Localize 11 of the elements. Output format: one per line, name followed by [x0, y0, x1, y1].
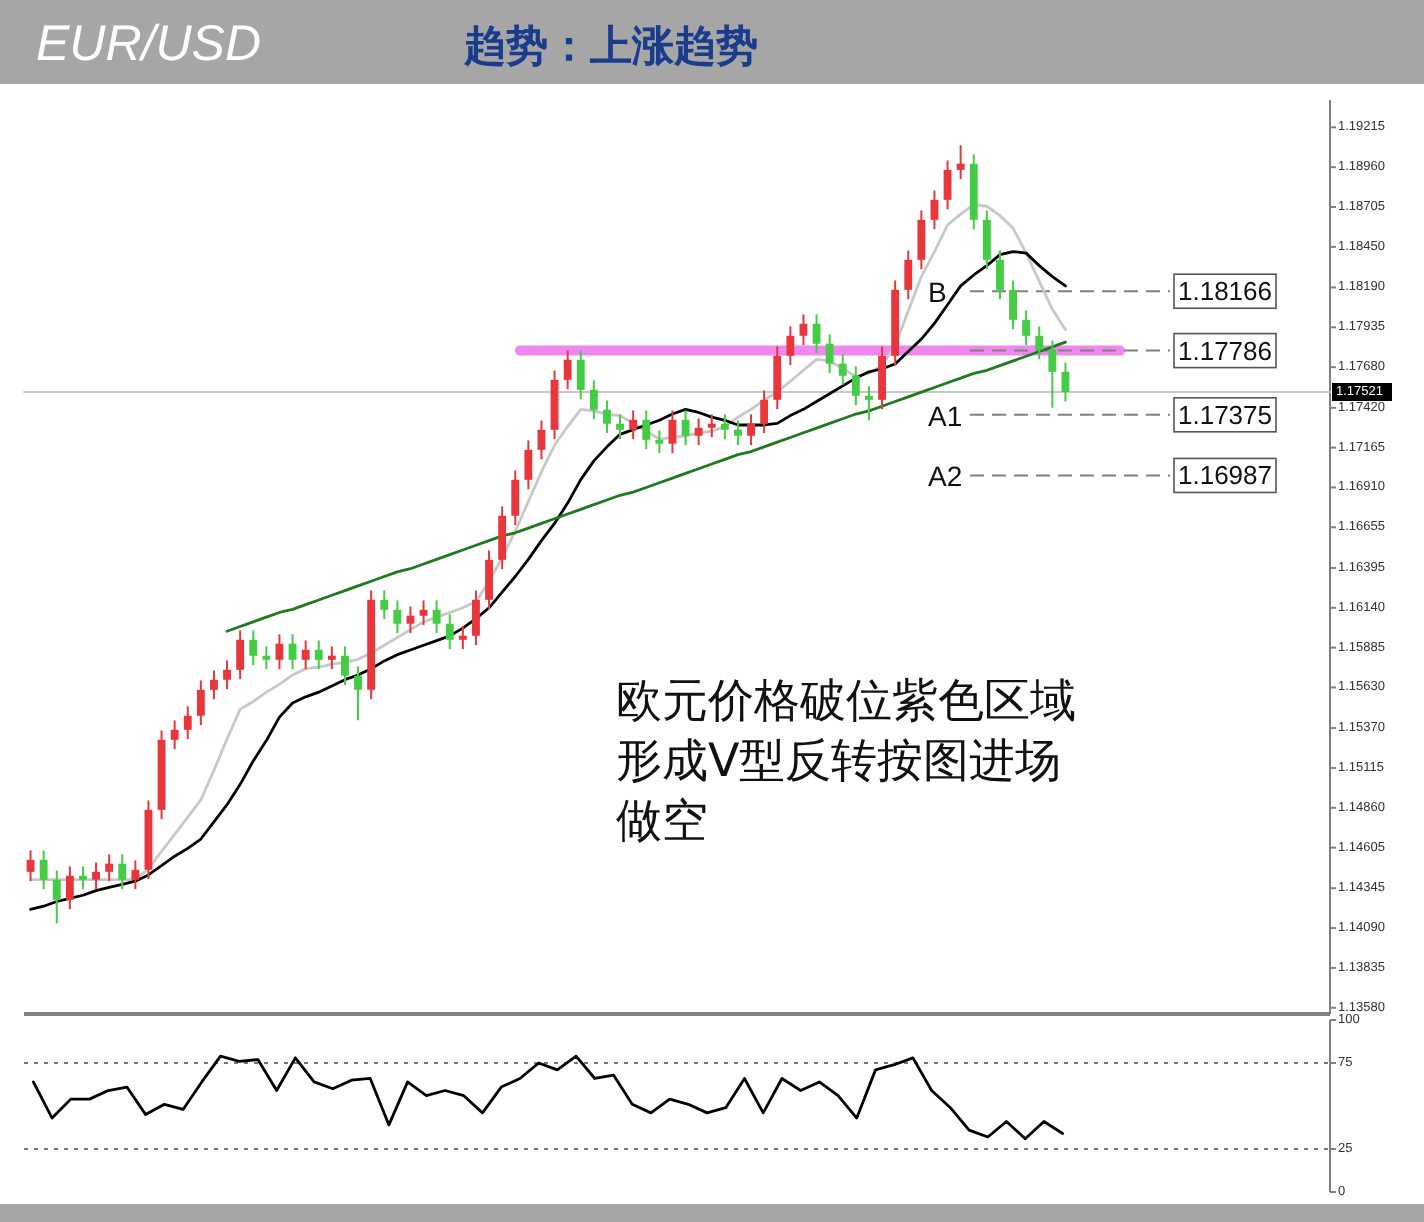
ref-line-label: 1.16987: [1178, 460, 1272, 491]
ref-line-label: 1.17375: [1178, 399, 1272, 430]
ref-line-label: 1.17786: [1178, 335, 1272, 366]
ref-line-label: 1.18166: [1178, 276, 1272, 307]
chart-subtitle: 趋势：上涨趋势: [462, 20, 758, 70]
annotation: B: [928, 276, 947, 308]
annotation: A1: [928, 400, 963, 432]
line-series: [31, 1054, 1065, 1141]
annotation: 欧元价格破位紫色区域形成V型反转按图进场做空: [616, 676, 1076, 848]
annotation: A2: [928, 460, 963, 492]
chart-title: EUR/USD: [36, 16, 262, 72]
